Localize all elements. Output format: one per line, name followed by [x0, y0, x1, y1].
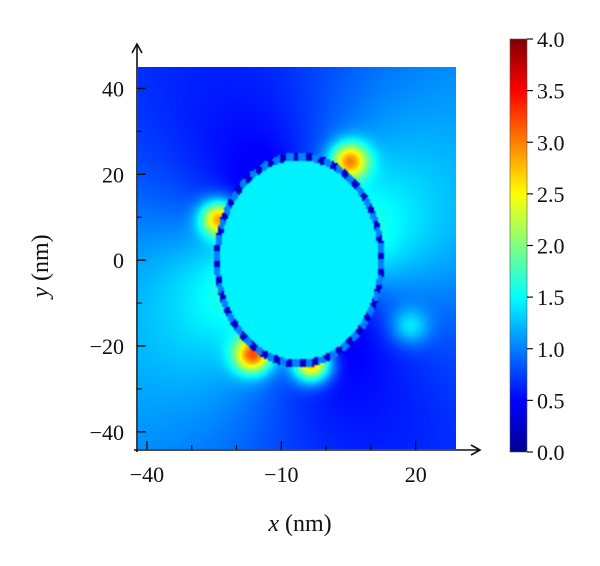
- y-tick-label-1: 20: [102, 162, 124, 187]
- heatmap-image: [138, 67, 456, 449]
- x-tick-label-1: −10: [264, 462, 298, 487]
- colorbar-tick-label-8: 4.0: [537, 27, 565, 52]
- colorbar-tick-label-6: 3.0: [537, 130, 565, 155]
- axis-ticks: −40 −10 20 40 20 0 −20 −40: [90, 76, 427, 487]
- colorbar: [509, 38, 528, 453]
- colorbar-ticks: 0.0 0.5 1.0 1.5 2.0 2.5 3.0 3.5 4.0: [527, 27, 565, 465]
- y-tick-label-0: 40: [102, 76, 124, 101]
- colorbar-tick-label-5: 2.5: [537, 182, 565, 207]
- y-tick-label-2: 0: [113, 248, 124, 273]
- colorbar-tick-label-1: 0.5: [537, 388, 565, 413]
- x-tick-label-2: 20: [405, 462, 427, 487]
- colorbar-tick-label-3: 1.5: [537, 285, 565, 310]
- y-axis-label: y (nm): [28, 234, 54, 299]
- y-tick-label-3: −20: [90, 334, 124, 359]
- colorbar-tick-label-2: 1.0: [537, 337, 565, 362]
- y-tick-label-4: −40: [90, 420, 124, 445]
- colorbar-tick-label-0: 0.0: [537, 440, 565, 465]
- x-tick-label-0: −40: [130, 462, 164, 487]
- colorbar-tick-label-7: 3.5: [537, 79, 565, 104]
- colorbar-tick-label-4: 2.0: [537, 234, 565, 259]
- x-axis-label: x (nm): [267, 511, 331, 537]
